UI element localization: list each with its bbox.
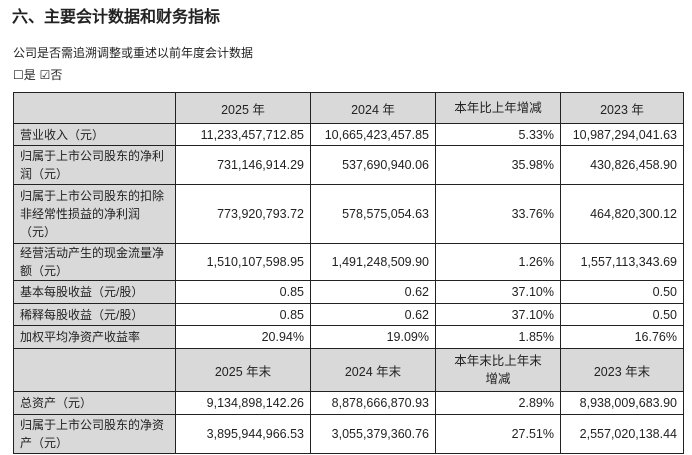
table-row: 稀释每股收益（元/股） 0.85 0.62 37.10% 0.50 [13, 303, 684, 326]
cell: 8,938,009,683.90 [560, 391, 684, 415]
row-label: 归属于上市公司股东的扣除非经常性损益的净利润（元） [13, 184, 176, 244]
cell: 537,690,940.06 [310, 145, 436, 185]
cell: 16.76% [560, 325, 684, 349]
table-row: 总资产（元） 9,134,898,142.26 8,878,666,870.93 2.… [13, 391, 684, 415]
cell: 37.10% [435, 303, 561, 326]
cell: 0.85 [175, 280, 311, 304]
cell: 1,557,113,343.69 [560, 243, 684, 281]
row-label [13, 348, 176, 392]
table-row: 经营活动产生的现金流量净额（元） 1,510,107,598.95 1,491,24… [13, 243, 684, 281]
row-label: 加权平均净资产收益率 [13, 325, 176, 349]
cell: 2023 年 [560, 92, 684, 124]
restatement-options: ☐是 ☑否 [13, 68, 63, 82]
cell: 0.62 [310, 280, 436, 304]
restatement-question: 公司是否需追溯调整或重述以前年度会计数据 [13, 46, 254, 60]
cell: 19.09% [310, 325, 436, 349]
cell: 430,826,458.90 [560, 145, 684, 185]
cell: 2024 年 [310, 92, 436, 124]
cell: 773,920,793.72 [175, 184, 311, 244]
cell: 3,055,379,360.76 [310, 414, 436, 454]
cell: 10,665,423,457.85 [310, 123, 436, 146]
cell: 9,134,898,142.26 [175, 391, 311, 415]
row-label: 总资产（元） [13, 391, 176, 415]
cell: 0.50 [560, 303, 684, 326]
cell: 33.76% [435, 184, 561, 244]
cell: 1,491,248,509.90 [310, 243, 436, 281]
cell: 0.62 [310, 303, 436, 326]
table-row: 归属于上市公司股东的扣除非经常性损益的净利润（元） 773,920,793.72 5… [13, 184, 684, 244]
cell: 10,987,294,041.63 [560, 123, 684, 146]
table-row: 归属于上市公司股东的净资产（元） 3,895,944,966.53 3,055,37… [13, 414, 684, 454]
cell: 本年比上年增减 [435, 92, 561, 124]
row-label [13, 92, 176, 124]
cell: 11,233,457,712.85 [175, 123, 311, 146]
row-label: 归属于上市公司股东的净资产（元） [13, 414, 176, 454]
row-label: 基本每股收益（元/股） [13, 280, 176, 304]
cell: 3,895,944,966.53 [175, 414, 311, 454]
cell: 2025 年 [175, 92, 311, 124]
cell: 本年末比上年末增减 [435, 348, 561, 392]
header-row: 2025 年 2024 年本年比上年增减 2023 年 [13, 92, 684, 124]
row-label: 稀释每股收益（元/股） [13, 303, 176, 326]
cell: 2023 年末 [560, 348, 684, 392]
table-row: 营业收入（元） 11,233,457,712.85 10,665,423,457.8… [13, 123, 684, 146]
financial-table: 2025 年 2024 年本年比上年增减 2023 年营业收入（元） 11,233,4… [13, 92, 684, 454]
cell: 27.51% [435, 414, 561, 454]
table-row: 归属于上市公司股东的净利润（元） 731,146,914.29 537,690,94… [13, 145, 684, 185]
cell: 0.85 [175, 303, 311, 326]
cell: 464,820,300.12 [560, 184, 684, 244]
cell: 1.85% [435, 325, 561, 349]
header-row: 2025 年末 2024 年末 本年末比上年末增减 2023 年末 [13, 348, 684, 392]
cell: 1,510,107,598.95 [175, 243, 311, 281]
cell: 2025 年末 [175, 348, 311, 392]
row-label: 营业收入（元） [13, 123, 176, 146]
cell: 5.33% [435, 123, 561, 146]
cell: 2,557,020,138.44 [560, 414, 684, 454]
cell: 20.94% [175, 325, 311, 349]
cell: 37.10% [435, 280, 561, 304]
cell: 731,146,914.29 [175, 145, 311, 185]
table-row: 基本每股收益（元/股） 0.85 0.62 37.10% 0.50 [13, 280, 684, 304]
table-row: 加权平均净资产收益率 20.94% 19.09% 1.85% 16.76% [13, 325, 684, 349]
cell: 2024 年末 [310, 348, 436, 392]
cell: 1.26% [435, 243, 561, 281]
cell: 8,878,666,870.93 [310, 391, 436, 415]
cell: 35.98% [435, 145, 561, 185]
section-title: 六、主要会计数据和财务指标 [12, 7, 221, 26]
cell: 2.89% [435, 391, 561, 415]
row-label: 归属于上市公司股东的净利润（元） [13, 145, 176, 185]
cell: 578,575,054.63 [310, 184, 436, 244]
row-label: 经营活动产生的现金流量净额（元） [13, 243, 176, 281]
cell: 0.50 [560, 280, 684, 304]
